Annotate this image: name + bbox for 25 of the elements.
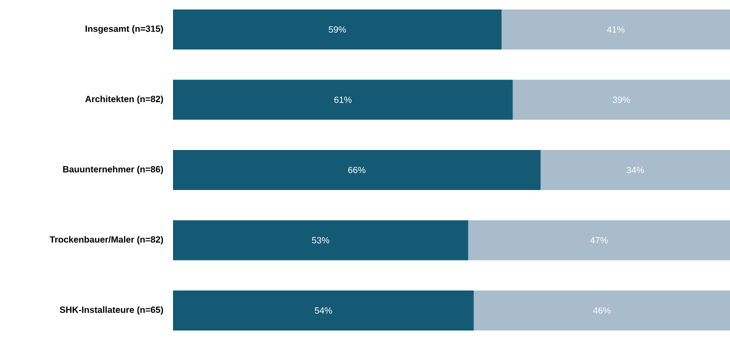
data-label: 39% [612, 96, 630, 103]
y-tick-label: SHK-Installateure (n=65) [60, 306, 164, 315]
y-tick-label: Trockenbauer/Maler (n=82) [50, 236, 164, 244]
bar [540, 150, 730, 190]
bar [173, 80, 513, 120]
data-label: 53% [312, 237, 330, 244]
data-label: 41% [607, 26, 624, 33]
y-tick-label: Bauunternehmer (n=86) [63, 166, 164, 174]
bar [173, 290, 474, 331]
data-label: 34% [626, 166, 644, 174]
y-tick-label: Architekten (n=82) [85, 96, 164, 104]
bar [474, 290, 730, 331]
bar [468, 220, 730, 260]
data-label: 61% [334, 96, 352, 103]
bar [173, 220, 468, 260]
data-label: 46% [593, 307, 611, 314]
data-label: 54% [314, 307, 332, 314]
y-tick-label: Insgesamt (n=315) [86, 25, 164, 34]
bar [173, 150, 541, 190]
bar [173, 9, 502, 50]
bar [502, 9, 730, 50]
data-label: 66% [348, 166, 366, 174]
data-label: 47% [590, 237, 608, 244]
bar [512, 80, 730, 120]
data-label: 59% [328, 26, 346, 33]
